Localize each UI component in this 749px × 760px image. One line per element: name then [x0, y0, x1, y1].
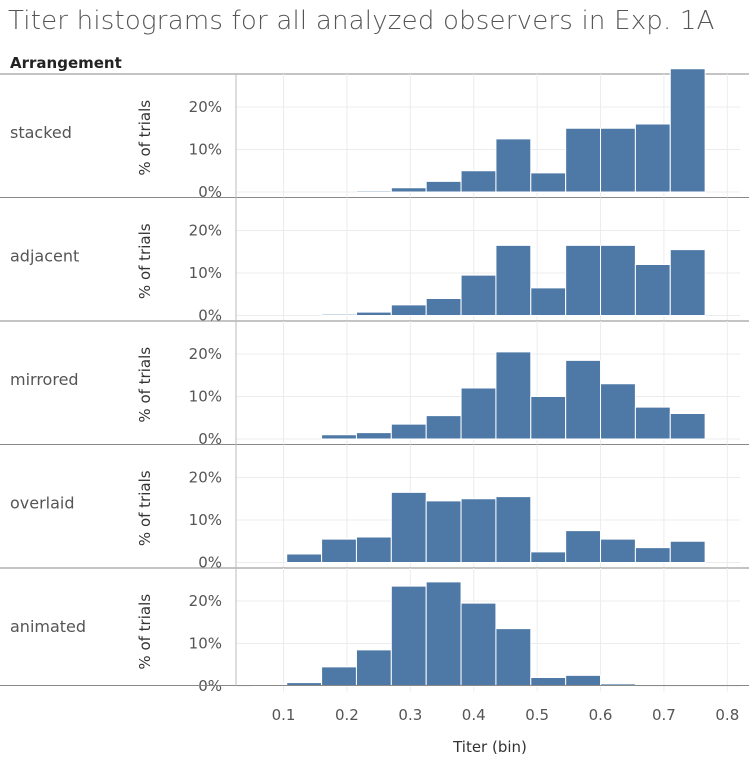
bar-animated-2 — [321, 666, 357, 687]
bar-mirrored-6 — [460, 387, 497, 440]
y-axis-title: % of trials — [136, 594, 154, 670]
bar-adjacent-3 — [355, 311, 392, 317]
bar-adjacent-10 — [600, 244, 636, 316]
bar-overlaid-11 — [634, 547, 671, 563]
x-tick-label: 0.2 — [335, 706, 359, 724]
bar-overlaid-10 — [600, 538, 636, 563]
bar-overlaid-4 — [390, 491, 427, 563]
bar-overlaid-3 — [355, 536, 392, 563]
row-label-animated: animated — [10, 617, 86, 636]
panel-mirrored: 0% 10% 20% % of trials mirrored — [0, 320, 749, 448]
bar-stacked-5 — [425, 180, 462, 193]
y-axis-title: % of trials — [136, 223, 154, 299]
bar-adjacent-11 — [634, 264, 671, 316]
bar-mirrored-10 — [600, 383, 636, 440]
bar-animated-3 — [355, 649, 392, 687]
row-label-overlaid: overlaid — [10, 493, 75, 512]
bar-mirrored-4 — [390, 423, 427, 440]
y-tick-label: 0% — [198, 307, 222, 325]
bar-overlaid-12 — [669, 540, 706, 563]
y-tick-label: 10% — [189, 264, 222, 282]
panel-stacked: 0% 10% 20% % of trials stacked — [0, 68, 749, 201]
y-axis-title: % of trials — [136, 470, 154, 546]
bar-adjacent-7 — [495, 244, 532, 316]
y-tick-label: 20% — [189, 345, 222, 363]
y-tick-label: 20% — [189, 592, 222, 610]
y-tick-label: 10% — [189, 141, 222, 159]
y-axis-title: % of trials — [136, 100, 154, 176]
bar-mirrored-9 — [565, 359, 602, 440]
row-header: Arrangement — [10, 54, 122, 72]
y-tick-label: 10% — [189, 388, 222, 406]
y-tick-label: 0% — [198, 554, 222, 572]
bar-mirrored-3 — [355, 432, 392, 440]
bar-adjacent-5 — [425, 298, 462, 316]
bar-adjacent-2 — [321, 313, 357, 317]
bar-stacked-4 — [390, 187, 427, 193]
row-label-stacked: stacked — [10, 123, 72, 142]
x-tick-label: 0.6 — [589, 706, 613, 724]
y-tick-label: 10% — [189, 511, 222, 529]
bar-animated-6 — [460, 602, 497, 687]
x-tick-label: 0.8 — [715, 706, 739, 724]
bar-animated-9 — [565, 674, 602, 687]
bar-mirrored-2 — [321, 434, 357, 440]
y-tick-label: 0% — [198, 183, 222, 201]
bar-overlaid-5 — [425, 500, 462, 563]
bar-animated-7 — [495, 628, 532, 687]
bar-mirrored-11 — [634, 406, 671, 440]
row-label-mirrored: mirrored — [10, 370, 79, 389]
y-tick-label: 20% — [189, 98, 222, 116]
panel-overlaid: 0% 10% 20% % of trials overlaid — [0, 444, 749, 572]
bar-overlaid-6 — [460, 498, 497, 563]
bar-overlaid-2 — [321, 538, 357, 563]
bar-mirrored-8 — [530, 396, 567, 440]
bar-adjacent-8 — [530, 287, 567, 316]
x-tick-label: 0.4 — [462, 706, 486, 724]
bar-stacked-11 — [634, 123, 671, 193]
y-axis-title: % of trials — [136, 347, 154, 423]
bar-stacked-8 — [530, 172, 567, 193]
x-tick-label: 0.5 — [525, 706, 549, 724]
bar-animated-5 — [425, 581, 462, 687]
bar-mirrored-5 — [425, 415, 462, 440]
bar-adjacent-9 — [565, 244, 602, 316]
x-tick-label: 0.1 — [272, 706, 296, 724]
panel-adjacent: 0% 10% 20% % of trials adjacent — [0, 197, 749, 325]
bar-mirrored-7 — [495, 351, 532, 440]
facet-panels: 0% 10% 20% % of trials stacked 0% 10% 20% % of t… — [0, 68, 749, 724]
y-tick-label: 10% — [189, 635, 222, 653]
bar-stacked-12 — [669, 68, 706, 193]
bar-stacked-9 — [565, 127, 602, 193]
bar-mirrored-12 — [669, 413, 706, 440]
bar-adjacent-12 — [669, 249, 706, 316]
bar-animated-4 — [390, 585, 427, 687]
bar-stacked-7 — [495, 138, 532, 193]
bar-adjacent-6 — [460, 274, 497, 316]
chart-title: Titer histograms for all analyzed observ… — [8, 6, 715, 36]
x-axis-title: Titer (bin) — [452, 738, 527, 756]
y-tick-label: 20% — [189, 222, 222, 240]
x-tick-label: 0.3 — [398, 706, 422, 724]
bar-overlaid-7 — [495, 496, 532, 563]
bar-adjacent-4 — [390, 304, 427, 316]
bar-stacked-10 — [600, 127, 636, 193]
bar-overlaid-9 — [565, 530, 602, 563]
bar-stacked-6 — [460, 170, 497, 193]
x-tick-label: 0.7 — [652, 706, 676, 724]
bar-overlaid-8 — [530, 551, 567, 563]
y-tick-label: 0% — [198, 430, 222, 448]
bar-overlaid-1 — [286, 553, 323, 563]
bar-animated-8 — [530, 677, 567, 687]
y-tick-label: 20% — [189, 469, 222, 487]
bar-stacked-3 — [355, 190, 392, 193]
row-label-adjacent: adjacent — [10, 246, 79, 265]
